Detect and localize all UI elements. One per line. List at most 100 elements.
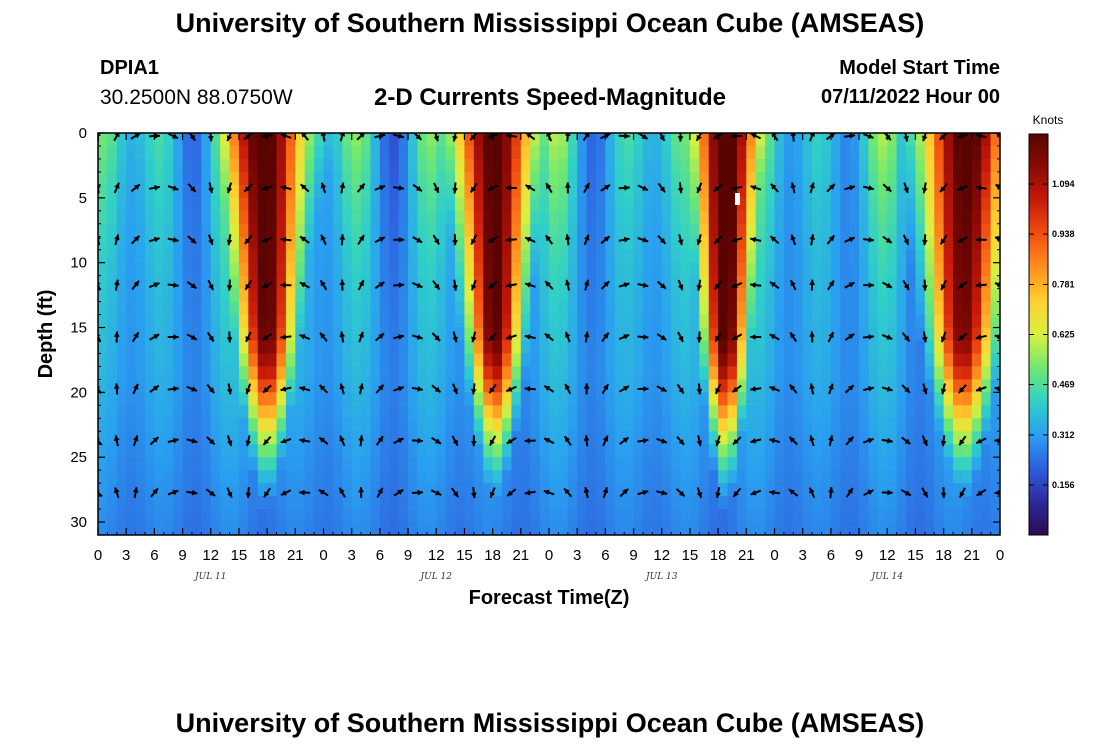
heatmap-cell (314, 392, 325, 406)
heatmap-cell (511, 314, 522, 329)
current-arrow (167, 386, 179, 392)
heatmap-cell (445, 392, 456, 406)
current-arrow (903, 133, 909, 142)
heatmap-cell (549, 275, 559, 290)
current-arrow (318, 436, 329, 445)
heatmap-cell (755, 314, 766, 329)
heatmap-cell (417, 418, 428, 432)
day-label: JUL 12 (419, 572, 453, 582)
heatmap-cell (173, 158, 184, 173)
heatmap-cell (812, 340, 823, 355)
heatmap-cell (351, 522, 362, 535)
heatmap-cell (163, 470, 174, 484)
heatmap-cell (379, 379, 390, 393)
current-arrow (149, 384, 160, 393)
heatmap-cell (276, 483, 287, 497)
heatmap-cell (727, 366, 738, 380)
heatmap-cell (126, 444, 137, 458)
day-label: JUL 11 (193, 572, 226, 582)
current-arrow (975, 437, 987, 444)
heatmap-cell (567, 223, 578, 238)
current-arrow (901, 436, 912, 445)
heatmap-cell (680, 340, 691, 355)
heatmap-cell (586, 353, 597, 368)
heatmap-cell (144, 522, 155, 535)
heatmap-cell (163, 405, 174, 419)
heatmap-cell (859, 457, 870, 471)
heatmap-cell (990, 405, 1000, 419)
heatmap-cell (830, 249, 841, 264)
heatmap-cell (361, 262, 372, 277)
heatmap-cell (793, 275, 804, 290)
heatmap-cell (943, 522, 954, 535)
heatmap-cell (971, 171, 982, 186)
heatmap-cell (144, 340, 155, 355)
heatmap-cell (633, 405, 644, 419)
heatmap-cell (408, 301, 419, 316)
heatmap-cell (962, 184, 973, 199)
heatmap-cell (285, 288, 296, 303)
current-arrow (505, 185, 517, 191)
heatmap-cell (558, 288, 569, 303)
heatmap-cell (680, 249, 691, 264)
x-tick-label: 12 (879, 547, 896, 564)
heatmap-cell (332, 223, 343, 238)
heatmap-cell (624, 314, 635, 329)
heatmap-cell (567, 483, 578, 497)
heatmap-cell (238, 197, 249, 212)
heatmap-cell (220, 366, 231, 380)
heatmap-cell (558, 444, 569, 458)
heatmap-cell (924, 496, 935, 510)
heatmap-cell (736, 171, 747, 186)
heatmap-cell (492, 470, 503, 484)
heatmap-cell (144, 509, 155, 523)
heatmap-cell (793, 483, 804, 497)
heatmap-cell (530, 457, 541, 471)
heatmap-cell (746, 496, 757, 510)
heatmap-cell (633, 288, 644, 303)
heatmap-cell (408, 210, 419, 225)
current-arrow (862, 282, 875, 288)
heatmap-cell (502, 249, 513, 264)
heatmap-cell (633, 522, 644, 535)
heatmap-cell (774, 184, 785, 199)
heatmap-cell (530, 405, 541, 419)
heatmap-cell (210, 288, 221, 303)
current-arrow (262, 332, 273, 342)
heatmap-cell (577, 431, 588, 445)
heatmap-cell (116, 145, 127, 160)
heatmap-cell (708, 470, 719, 484)
heatmap-cell (530, 184, 541, 199)
heatmap-cell (492, 158, 503, 173)
heatmap-cell (774, 210, 785, 225)
heatmap-cell (398, 379, 409, 393)
heatmap-cell (361, 223, 372, 238)
heatmap-cell (116, 418, 127, 432)
heatmap-cell (417, 496, 428, 510)
heatmap-cell (173, 405, 184, 419)
heatmap-cell (201, 249, 212, 264)
heatmap-cell (408, 314, 419, 329)
current-arrow (338, 487, 346, 498)
heatmap-cell (408, 236, 419, 251)
current-arrow (506, 437, 517, 445)
heatmap-cell (464, 236, 475, 251)
heatmap-cell (671, 184, 682, 199)
heatmap-cell (520, 457, 531, 471)
heatmap-cell (107, 158, 118, 173)
heatmap-cell (802, 340, 813, 355)
heatmap-cell (295, 340, 306, 355)
heatmap-cell (455, 366, 466, 380)
heatmap-cell (624, 457, 635, 471)
current-arrow (677, 279, 684, 291)
heatmap-cell (689, 301, 700, 316)
heatmap-cell (332, 353, 343, 368)
current-arrow (339, 279, 346, 291)
current-arrow (583, 182, 591, 194)
heatmap-cell (934, 483, 945, 497)
heatmap-cell (934, 444, 945, 458)
heatmap-cell (116, 301, 127, 316)
current-arrow (130, 133, 141, 140)
heatmap-cell (736, 197, 747, 212)
heatmap-cell (915, 275, 926, 290)
